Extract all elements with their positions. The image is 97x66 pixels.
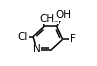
Text: CH₃: CH₃	[40, 14, 59, 24]
Text: N: N	[33, 44, 41, 55]
Text: OH: OH	[56, 10, 72, 20]
Text: F: F	[70, 34, 76, 44]
Text: Cl: Cl	[18, 32, 28, 42]
